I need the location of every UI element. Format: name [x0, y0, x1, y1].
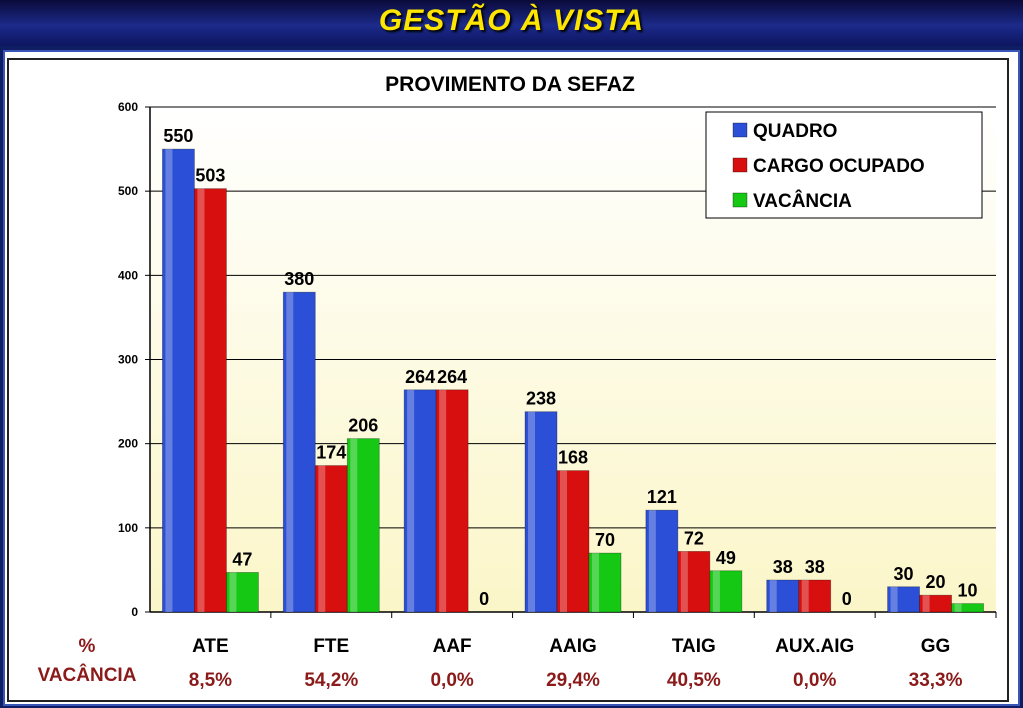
- legend-label: VACÂNCIA: [753, 190, 852, 212]
- bar-quadro: [403, 389, 437, 613]
- bar-highlight: [954, 603, 962, 612]
- data-label: 20: [926, 572, 946, 592]
- bar-cargo-ocupado: [798, 579, 832, 613]
- bar-highlight: [680, 551, 688, 612]
- bar-highlight: [801, 580, 809, 612]
- x-tick-label: GG: [921, 636, 951, 657]
- vacancy-percent: 8,5%: [189, 670, 232, 691]
- x-tick-label: AAIG: [549, 636, 597, 657]
- bar-highlight: [197, 188, 205, 612]
- legend: QUADRO CARGO OCUPADO VACÂNCIA: [705, 111, 983, 219]
- data-label: 38: [773, 557, 793, 577]
- bar-vacância: [951, 603, 984, 613]
- bar-cargo-ocupado: [556, 470, 590, 613]
- data-label: 30: [894, 564, 914, 584]
- bar-highlight: [318, 465, 326, 612]
- bar-highlight: [560, 470, 567, 612]
- y-tick-label: 600: [118, 100, 138, 114]
- data-label: 238: [526, 389, 556, 409]
- data-label: 38: [805, 557, 825, 577]
- vacancy-row-label: VACÂNCIA: [38, 664, 137, 686]
- bar-highlight: [528, 411, 535, 612]
- header-banner: GESTÃO À VISTA: [0, 0, 1023, 46]
- data-label: 550: [163, 126, 193, 146]
- legend-swatch: [732, 192, 748, 208]
- bar-highlight: [407, 389, 415, 612]
- bar-cargo-ocupado: [194, 188, 227, 613]
- bar-highlight: [350, 438, 358, 612]
- vacancy-percent: 54,2%: [304, 670, 358, 691]
- y-tick-label: 300: [118, 353, 138, 367]
- data-label: 49: [716, 548, 736, 568]
- data-label: 121: [647, 487, 677, 507]
- bar-quadro: [524, 411, 558, 613]
- bar-quadro: [282, 291, 316, 613]
- data-label: 174: [316, 443, 346, 463]
- bar-highlight: [648, 510, 656, 612]
- chart-title: PROVIMENTO DA SEFAZ: [385, 73, 635, 96]
- legend-swatch: [732, 157, 748, 173]
- bar-highlight: [286, 292, 294, 612]
- data-label: 380: [284, 269, 314, 289]
- legend-swatch: [732, 122, 748, 138]
- x-tick-label: FTE: [313, 636, 349, 657]
- bar-highlight: [592, 553, 599, 612]
- bar-cargo-ocupado: [677, 551, 711, 613]
- x-tick-label: ATE: [192, 636, 229, 657]
- bar-quadro: [162, 148, 195, 613]
- data-label: 0: [842, 589, 852, 609]
- y-tick-label: 500: [118, 184, 138, 198]
- bar-cargo-ocupado: [435, 389, 469, 613]
- y-tick-label: 200: [118, 437, 138, 451]
- bar-cargo-ocupado: [314, 465, 348, 613]
- y-tick-label: 0: [131, 605, 138, 619]
- data-label: 264: [437, 367, 467, 387]
- bar-quadro: [887, 586, 920, 613]
- banner-title: GESTÃO À VISTA: [378, 4, 645, 37]
- data-label: 206: [348, 416, 378, 436]
- vacancy-row-label: %: [79, 636, 96, 657]
- bar-vacância: [346, 438, 380, 613]
- y-tick-label: 100: [118, 521, 138, 535]
- vacancy-percent: 33,3%: [909, 670, 963, 691]
- x-tick-label: TAIG: [672, 636, 716, 657]
- bar-vacância: [226, 572, 259, 613]
- data-label: 47: [232, 549, 252, 569]
- bar-highlight: [712, 570, 720, 612]
- data-label: 0: [479, 589, 489, 609]
- legend-box: [705, 111, 983, 219]
- bar-highlight: [769, 580, 777, 612]
- vacancy-percent: 0,0%: [793, 670, 836, 691]
- bar-highlight: [922, 595, 930, 612]
- data-label: 70: [595, 530, 615, 550]
- vacancy-percent: 40,5%: [667, 670, 721, 691]
- y-tick-label: 400: [118, 268, 138, 282]
- bar-highlight: [439, 389, 447, 612]
- x-tick-label: AUX.AIG: [775, 636, 854, 657]
- legend-label: QUADRO: [753, 121, 837, 142]
- vacancy-percent: 0,0%: [430, 670, 473, 691]
- data-label: 168: [558, 448, 588, 468]
- bar-highlight: [890, 586, 898, 612]
- bar-highlight: [165, 149, 173, 613]
- legend-label: CARGO OCUPADO: [753, 156, 925, 177]
- vacancy-percent: 29,4%: [546, 670, 600, 691]
- bar-vacância: [588, 552, 622, 613]
- bar-highlight: [229, 572, 237, 612]
- x-tick-label: AAF: [433, 636, 472, 657]
- bar-vacância: [709, 570, 743, 613]
- data-label: 72: [684, 528, 704, 548]
- data-label: 264: [405, 367, 435, 387]
- data-label: 10: [958, 581, 978, 601]
- bar-quadro: [645, 509, 679, 613]
- data-label: 503: [195, 166, 225, 186]
